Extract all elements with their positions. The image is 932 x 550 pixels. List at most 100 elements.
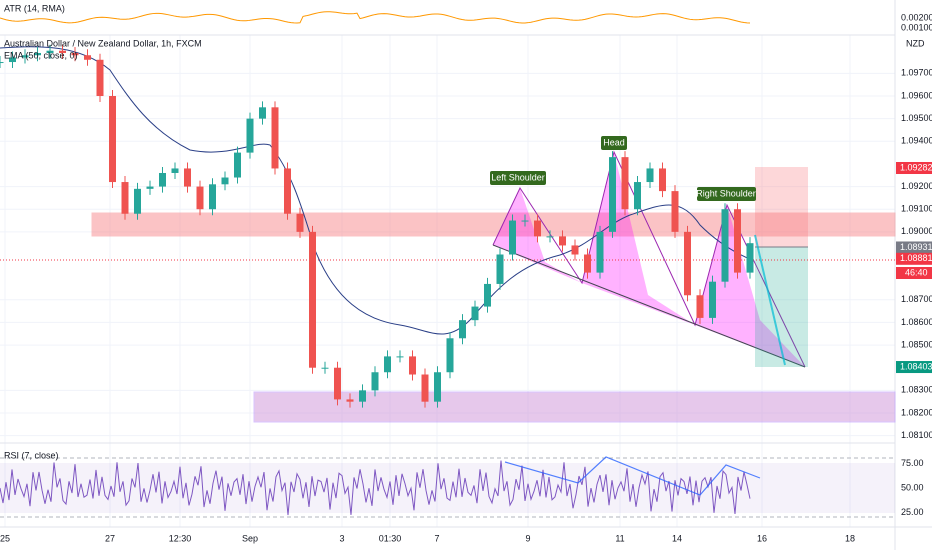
- label-bg: [490, 171, 546, 185]
- candle: [184, 168, 191, 187]
- date-tick-label: 01:30: [379, 533, 402, 543]
- candle: [546, 236, 554, 238]
- date-tick-label: 9: [525, 533, 530, 543]
- rsi-tick-label: 50.00: [901, 482, 924, 492]
- neckline: [492, 244, 806, 368]
- candle: [721, 209, 729, 282]
- rsi-tick-label: 75.00: [901, 458, 924, 468]
- date-tick-label: 11: [615, 533, 624, 543]
- candle: [246, 118, 254, 153]
- price-tick-label: 1.08600: [901, 317, 932, 327]
- candle: [234, 152, 241, 178]
- price-tick-label: 1.09100: [901, 204, 932, 214]
- stop-box: [755, 167, 808, 247]
- price-tick-label: 1.08300: [901, 385, 932, 395]
- date-tick-label: 12:30: [169, 533, 192, 543]
- pattern-label: Left Shoulder: [491, 172, 545, 182]
- countdown: 46:40: [905, 267, 928, 277]
- candle: [571, 245, 579, 255]
- divergence-line: [504, 456, 761, 496]
- countdown-bg: [896, 267, 932, 279]
- candle: [496, 254, 504, 284]
- date-tick-label: 16: [757, 533, 767, 543]
- pattern-shape: [493, 188, 582, 283]
- atr-line: [0, 11, 751, 24]
- candle: [471, 306, 479, 321]
- candle: [84, 55, 91, 60]
- candle: [46, 50, 54, 53]
- date-tick-label: 27: [105, 533, 115, 543]
- candle: [584, 254, 591, 273]
- candle: [121, 182, 129, 214]
- candle: [671, 191, 679, 232]
- candle: [359, 390, 366, 402]
- candle: [746, 243, 754, 273]
- candle: [284, 168, 291, 214]
- candle: [621, 157, 629, 210]
- atr-title: ATR (14, RMA): [4, 3, 65, 13]
- support-zone: [253, 391, 896, 423]
- candle: [71, 52, 79, 56]
- candle: [171, 168, 179, 173]
- candle: [134, 188, 141, 214]
- candle: [609, 157, 616, 232]
- price-tag-label: 1.08931: [900, 242, 932, 252]
- candle: [109, 96, 116, 183]
- price-tick-label: 1.09500: [901, 113, 932, 123]
- rsi-band: [0, 463, 895, 513]
- candle: [34, 52, 41, 56]
- candle: [159, 172, 166, 187]
- candle: [271, 107, 279, 169]
- candle: [396, 356, 404, 358]
- price-tag: [896, 252, 932, 265]
- candle: [321, 367, 329, 369]
- price-tag-label: 1.08403: [900, 361, 932, 371]
- atr-tick-label: 0.00100: [901, 22, 932, 32]
- price-tick-label: 1.09700: [901, 68, 932, 78]
- price-tag-label: 1.09282: [900, 162, 932, 172]
- candle: [596, 231, 604, 273]
- price-tick-label: 1.09600: [901, 90, 932, 100]
- price-tick-label: 1.09400: [901, 136, 932, 146]
- candle: [59, 50, 66, 53]
- date-tick-label: Sep: [242, 533, 258, 543]
- candle: [9, 57, 16, 63]
- candle: [634, 182, 641, 210]
- candle: [709, 281, 716, 318]
- candle: [534, 220, 541, 237]
- date-tick-label: 25: [0, 533, 10, 543]
- date-tick-label: 7: [434, 533, 439, 543]
- candle: [734, 209, 741, 273]
- candle: [509, 220, 516, 255]
- pattern-label: Right Shoulder: [696, 188, 756, 198]
- projection: [754, 234, 786, 366]
- resistance-zone: [91, 212, 896, 237]
- price-tick-label: 1.08100: [901, 430, 932, 440]
- candle: [384, 356, 391, 373]
- candles: [0, 44, 754, 408]
- price-tick-label: 1.08200: [901, 407, 932, 417]
- candle: [196, 186, 204, 210]
- candle: [484, 283, 491, 307]
- candle: [421, 374, 429, 402]
- candle: [459, 320, 466, 339]
- symbol-title: Australian Dollar / New Zealand Dollar, …: [4, 38, 202, 48]
- candle: [346, 399, 354, 402]
- price-tick-label: 1.09000: [901, 226, 932, 236]
- candle: [409, 356, 416, 375]
- candle: [96, 59, 104, 96]
- price-tick-label: 1.09200: [901, 181, 932, 191]
- candle: [221, 177, 229, 185]
- candle: [559, 236, 566, 246]
- candle: [446, 338, 454, 373]
- candle: [0, 62, 4, 64]
- candle: [296, 213, 304, 232]
- price-tag: [896, 162, 932, 175]
- candle: [259, 107, 266, 119]
- label-bg: [601, 136, 627, 150]
- candle: [309, 231, 316, 368]
- candle: [334, 367, 341, 400]
- pattern-label: Head: [603, 137, 625, 147]
- candle: [209, 184, 216, 210]
- ema-line: [0, 46, 753, 335]
